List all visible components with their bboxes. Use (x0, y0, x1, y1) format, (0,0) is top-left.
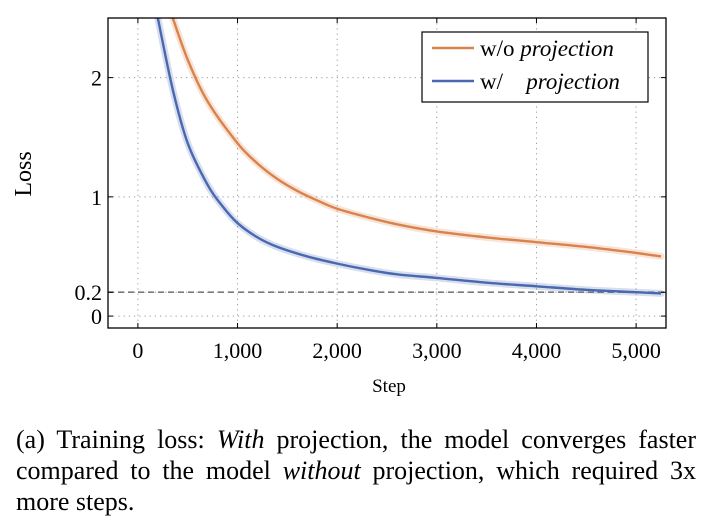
x-axis-label: Step (372, 376, 406, 397)
data-point (536, 242, 537, 243)
data-point (307, 256, 308, 257)
data-point (187, 59, 188, 60)
x-tick-label: 5,000 (611, 338, 661, 363)
data-point (237, 222, 238, 223)
data-point (187, 143, 188, 144)
data-point (297, 190, 298, 191)
data-point (536, 286, 537, 287)
data-point (486, 282, 487, 283)
data-point (257, 163, 258, 164)
x-tick-label: 3,000 (412, 338, 462, 363)
y-tick-label: 0.2 (75, 280, 103, 305)
data-point (366, 269, 367, 270)
legend-box (421, 31, 649, 103)
series-line-w-projection (156, 18, 662, 295)
caption-italic-with: With (216, 425, 265, 454)
legend: w/o projection w/ projection (421, 31, 649, 103)
data-point (337, 208, 338, 209)
loss-chart: 0 1,000 2,000 3,000 4,000 5,000 00.212 Step L… (11, 17, 667, 397)
data-point (636, 252, 637, 253)
series-line-wo-projection (171, 18, 662, 258)
data-point (436, 231, 437, 232)
caption-prefix: (a) Training loss: (16, 425, 217, 454)
data-point (436, 277, 437, 278)
y-tick-labels: 00.2 1 2 (75, 66, 103, 329)
data-point (586, 289, 587, 290)
data-point (660, 293, 661, 294)
data-point (207, 184, 208, 185)
data-point (396, 224, 397, 225)
y-tick-label: 0 (91, 304, 102, 329)
axis-ticks (108, 18, 666, 328)
data-point (396, 274, 397, 275)
caption-italic-without: without (282, 456, 361, 485)
caption-suffix: projection, which required 3x more steps… (16, 456, 696, 516)
legend-label-wo-projection: w/o projection (480, 36, 614, 61)
caption-middle: projection, the model converges faster c… (16, 425, 697, 485)
data-point (337, 263, 338, 264)
figure-caption: (a) Training loss: With projection, the … (16, 424, 696, 517)
data-point (660, 256, 661, 257)
legend-label-w-italic: projection (524, 69, 620, 94)
series-layer (156, 18, 662, 295)
data-point (486, 237, 487, 238)
x-tick-label: 2,000 (312, 338, 362, 363)
y-axis-label: Loss (11, 151, 37, 196)
data-point (222, 206, 223, 207)
y-tick-label: 2 (91, 66, 102, 91)
data-point (257, 237, 258, 238)
plot-frame (107, 17, 667, 329)
legend-label-wo-italic: projection (518, 36, 614, 61)
legend-label-wo-plain: w/o (480, 36, 520, 61)
data-point (366, 217, 367, 218)
data-point (277, 246, 278, 247)
data-point (277, 178, 278, 179)
data-point (207, 101, 208, 102)
x-tick-label: 1,000 (213, 338, 263, 363)
x-tick-label: 4,000 (512, 338, 562, 363)
data-point (586, 246, 587, 247)
y-tick-label: 1 (91, 185, 102, 210)
data-point (237, 143, 238, 144)
data-point (636, 292, 637, 293)
legend-label-w-projection: w/ projection (480, 69, 620, 94)
data-point (172, 89, 173, 90)
data-point (317, 200, 318, 201)
legend-label-w-plain: w/ (480, 69, 520, 94)
x-tick-labels: 0 1,000 2,000 3,000 4,000 5,000 (132, 338, 660, 363)
x-tick-label: 0 (132, 338, 143, 363)
